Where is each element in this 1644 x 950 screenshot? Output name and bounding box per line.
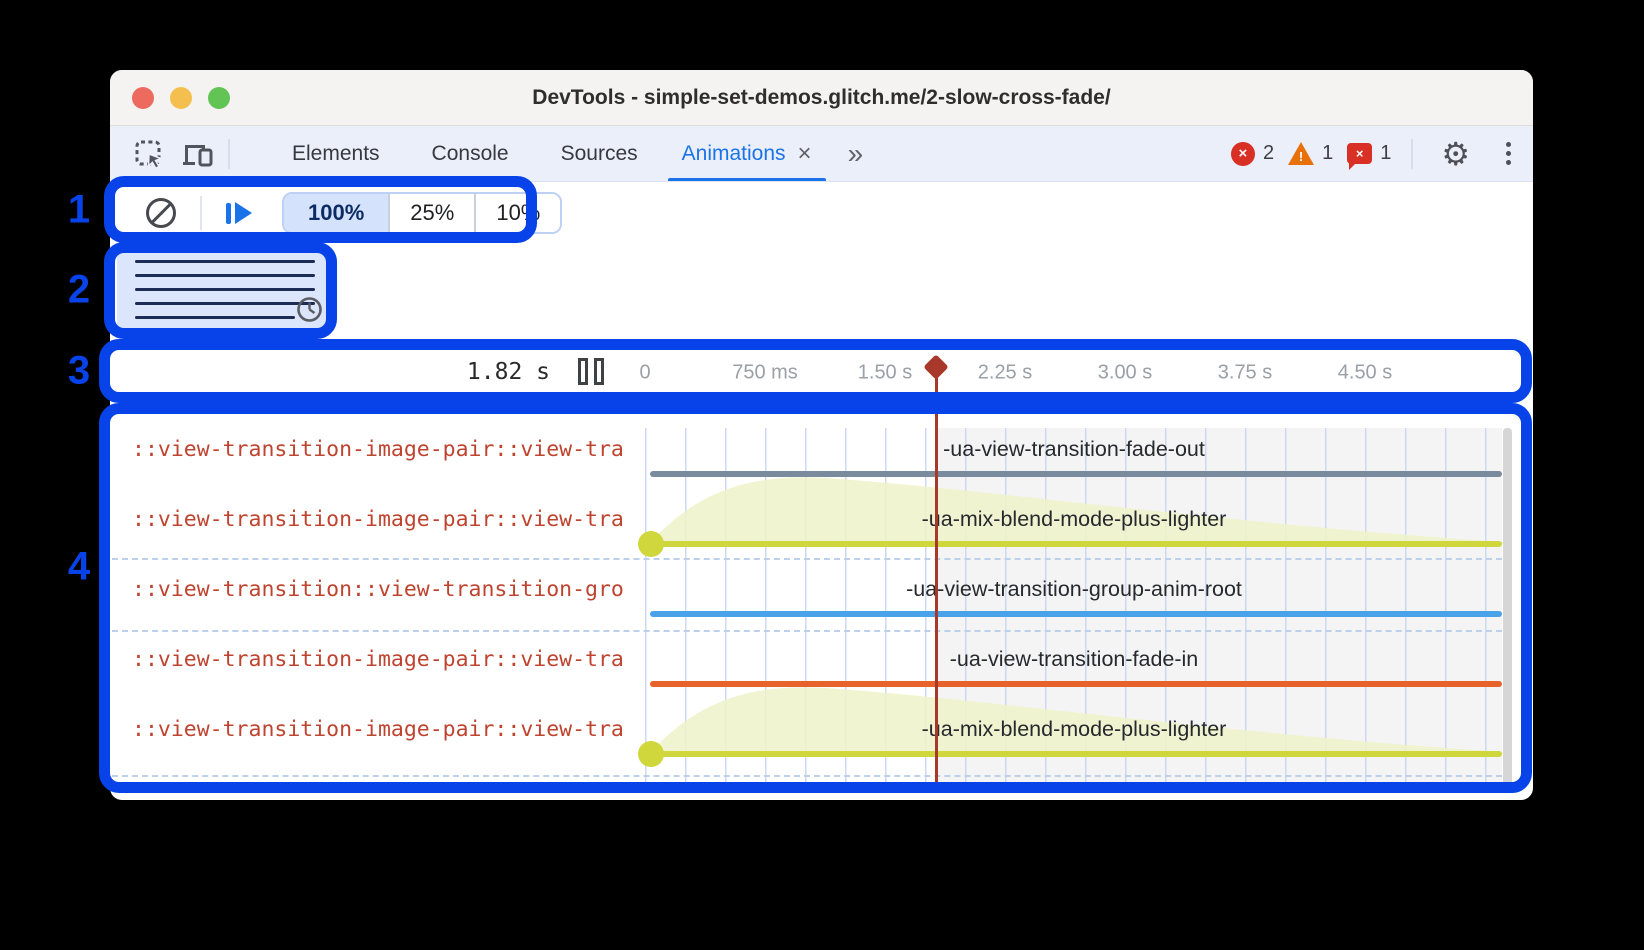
clock-icon: [296, 296, 323, 328]
track-bar[interactable]: [650, 751, 1502, 757]
tick-label: 2.25 s: [977, 361, 1033, 383]
zoom-window-button[interactable]: [208, 87, 230, 109]
title-bar: DevTools - simple-set-demos.glitch.me/2-…: [110, 70, 1533, 126]
traffic-lights: [132, 87, 230, 109]
pause-icon[interactable]: [578, 358, 604, 385]
close-window-button[interactable]: [132, 87, 154, 109]
callout-2-label: 2: [67, 267, 91, 312]
rate-25-button[interactable]: 25%: [388, 194, 475, 232]
rate-100-button[interactable]: 100%: [284, 194, 389, 232]
tick-label: 3.75 s: [1217, 361, 1273, 383]
track-animation-name: -ua-view-transition-fade-in: [949, 647, 1199, 671]
replay-timeline-icon[interactable]: [226, 202, 252, 224]
issues-icon: ×: [1347, 143, 1373, 170]
minimize-window-button[interactable]: [170, 87, 192, 109]
track-selector: ::view-transition::view-transition-gro: [132, 577, 624, 602]
clear-all-icon[interactable]: [146, 198, 176, 228]
toolbar-right: × 2 ! 1 × 1 ⚙: [1230, 135, 1517, 172]
error-badge[interactable]: × 2: [1230, 141, 1275, 166]
window-title: DevTools - simple-set-demos.glitch.me/2-…: [532, 85, 1111, 109]
keyframe-dot[interactable]: [638, 531, 664, 557]
callout-4-label: 4: [67, 544, 91, 589]
device-toolbar-icon[interactable]: [180, 137, 214, 171]
devtools-toolbar: Elements Console Sources Animations × » …: [110, 126, 1533, 182]
playhead-line: [935, 376, 938, 786]
track-row[interactable]: ::view-transition-image-pair::view-tra -…: [110, 477, 1533, 568]
callout-3-label: 3: [67, 348, 91, 393]
devtools-window: DevTools - simple-set-demos.glitch.me/2-…: [110, 70, 1533, 800]
tab-sources[interactable]: Sources: [560, 141, 638, 165]
track-bar[interactable]: [650, 541, 1502, 547]
track-animation-name: -ua-view-transition-fade-out: [943, 437, 1205, 461]
track-selector: ::view-transition-image-pair::view-tra: [132, 507, 624, 532]
error-count: 2: [1262, 142, 1275, 164]
tick-label: 4.50 s: [1337, 361, 1393, 383]
settings-gear-icon[interactable]: ⚙: [1441, 135, 1470, 172]
track-row[interactable]: ::view-transition-image-pair::view-tra -…: [110, 638, 1533, 708]
preview-line: [135, 260, 315, 263]
track-selector: ::view-transition-image-pair::view-tra: [132, 437, 624, 462]
more-options-icon[interactable]: [1506, 142, 1511, 165]
playback-controls: 100% 25% 10%: [110, 182, 1533, 244]
warning-count: 1: [1322, 142, 1334, 164]
tab-animations[interactable]: Animations: [681, 141, 786, 165]
track-bar[interactable]: [650, 681, 1502, 687]
preview-line: [135, 288, 315, 291]
current-time-label: 1.82 s: [466, 359, 550, 385]
track-row[interactable]: ::view-transition-image-pair::view-tra -…: [110, 428, 1533, 498]
track-animation-name: -ua-mix-blend-mode-plus-lighter: [921, 717, 1227, 741]
track-row[interactable]: ::view-transition::view-transition-gro -…: [110, 568, 1533, 638]
track-selector: ::view-transition-image-pair::view-tra: [132, 647, 624, 672]
group-separator: [112, 630, 1502, 632]
track-animation-name: -ua-view-transition-group-anim-root: [906, 577, 1242, 601]
controls-divider: [200, 196, 202, 230]
tab-console[interactable]: Console: [431, 141, 509, 165]
close-tab-icon[interactable]: ×: [797, 139, 812, 167]
preview-line: [135, 316, 295, 319]
vertical-scrollbar[interactable]: [1503, 428, 1512, 788]
ruler-ticks: [645, 392, 1502, 399]
issues-count: 1: [1380, 142, 1392, 164]
inspect-element-icon[interactable]: [132, 137, 166, 171]
easing-curve: [651, 687, 1503, 754]
preview-line: [135, 274, 315, 277]
track-animation-name: -ua-mix-blend-mode-plus-lighter: [921, 507, 1227, 531]
callout-1-label: 1: [67, 187, 91, 232]
error-icon: ×: [1230, 141, 1255, 166]
easing-curve: [651, 477, 1503, 544]
panel-tabs: Elements Console Sources Animations × »: [266, 126, 864, 181]
animation-preview-thumbnail[interactable]: [117, 247, 330, 333]
more-tabs-icon[interactable]: »: [847, 137, 864, 169]
group-separator: [112, 558, 1502, 560]
preview-line: [135, 302, 315, 305]
warning-badge[interactable]: ! 1: [1288, 142, 1333, 165]
playback-rate-group: 100% 25% 10%: [282, 192, 563, 234]
tick-label: 3.00 s: [1097, 361, 1153, 383]
keyframe-dot[interactable]: [638, 741, 664, 767]
tracks-area: ::view-transition-image-pair::view-tra -…: [110, 428, 1533, 788]
group-separator: [112, 775, 1502, 777]
tick-label: 0: [639, 361, 651, 383]
toolbar-divider: [1411, 138, 1414, 169]
tab-animations-wrap: Animations ×: [664, 126, 830, 181]
track-bar[interactable]: [650, 471, 1502, 477]
tick-label: 750 ms: [732, 361, 798, 383]
warning-icon: !: [1288, 142, 1315, 165]
track-selector: ::view-transition-image-pair::view-tra: [132, 717, 624, 742]
track-row[interactable]: ::view-transition-image-pair::view-tra -…: [110, 687, 1533, 778]
rate-10-button[interactable]: 10%: [474, 194, 561, 232]
tab-elements[interactable]: Elements: [292, 141, 380, 165]
tick-label: 1.50 s: [857, 361, 913, 383]
issues-badge[interactable]: × 1: [1347, 142, 1392, 170]
track-bar[interactable]: [650, 611, 1502, 617]
toolbar-divider: [228, 138, 230, 169]
timeline-header[interactable]: 1.82 s 0 750 ms 1.50 s 2.25 s 3.00 s 3.7…: [110, 345, 1533, 400]
